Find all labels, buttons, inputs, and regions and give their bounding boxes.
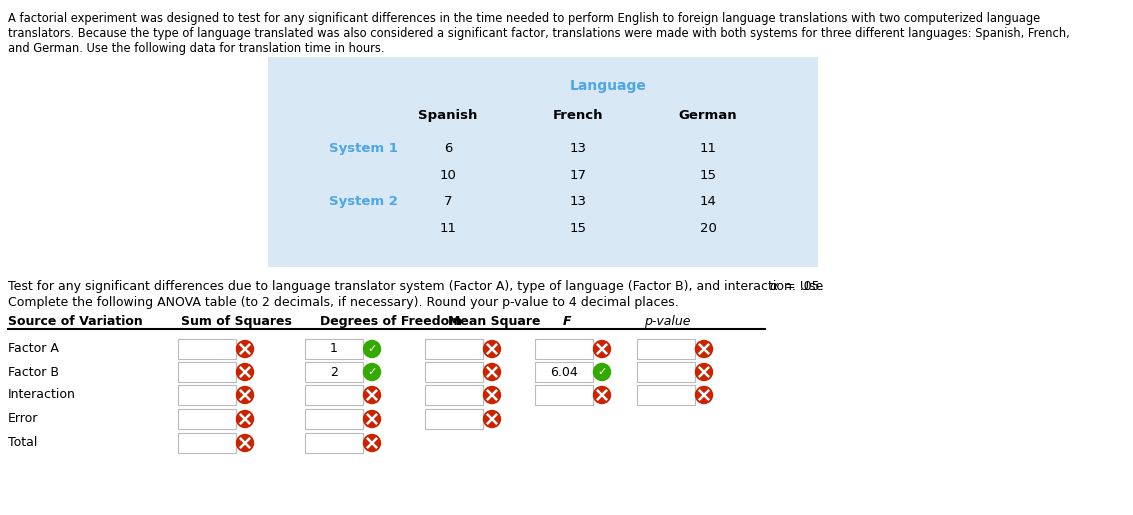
FancyBboxPatch shape <box>269 57 818 267</box>
FancyBboxPatch shape <box>305 362 363 382</box>
FancyBboxPatch shape <box>178 433 236 453</box>
Circle shape <box>484 386 501 403</box>
Circle shape <box>237 435 254 452</box>
Circle shape <box>364 410 381 427</box>
FancyBboxPatch shape <box>637 362 695 382</box>
Text: German: German <box>679 109 738 122</box>
Circle shape <box>364 364 381 381</box>
Circle shape <box>237 410 254 427</box>
Text: ✓: ✓ <box>367 367 376 377</box>
Text: 6: 6 <box>444 142 452 155</box>
Circle shape <box>364 340 381 357</box>
Text: 20: 20 <box>699 222 716 235</box>
Circle shape <box>696 364 713 381</box>
Text: Error: Error <box>8 413 39 425</box>
Text: Sum of Squares: Sum of Squares <box>181 315 292 328</box>
Text: Mean Square: Mean Square <box>448 315 540 328</box>
Text: Total: Total <box>8 437 37 450</box>
Text: and German. Use the following data for translation time in hours.: and German. Use the following data for t… <box>8 42 384 55</box>
Circle shape <box>237 340 254 357</box>
FancyBboxPatch shape <box>535 385 593 405</box>
Text: System 2: System 2 <box>329 195 398 208</box>
Circle shape <box>696 340 713 357</box>
Circle shape <box>237 364 254 381</box>
Text: 15: 15 <box>699 169 716 182</box>
FancyBboxPatch shape <box>535 339 593 359</box>
Text: 15: 15 <box>570 222 587 235</box>
FancyBboxPatch shape <box>305 385 363 405</box>
Text: 2: 2 <box>330 366 338 379</box>
FancyBboxPatch shape <box>637 385 695 405</box>
Text: Spanish: Spanish <box>418 109 478 122</box>
FancyBboxPatch shape <box>637 339 695 359</box>
Text: 11: 11 <box>440 222 457 235</box>
Text: Source of Variation: Source of Variation <box>8 315 143 328</box>
Text: F: F <box>563 315 571 328</box>
FancyBboxPatch shape <box>305 409 363 429</box>
Circle shape <box>364 386 381 403</box>
Text: Factor A: Factor A <box>8 342 59 355</box>
Text: 17: 17 <box>570 169 587 182</box>
Text: Degrees of Freedom: Degrees of Freedom <box>320 315 462 328</box>
FancyBboxPatch shape <box>178 362 236 382</box>
FancyBboxPatch shape <box>425 409 483 429</box>
Circle shape <box>594 364 611 381</box>
Text: 13: 13 <box>570 195 587 208</box>
FancyBboxPatch shape <box>425 385 483 405</box>
Text: ✓: ✓ <box>367 344 376 354</box>
Text: p-value: p-value <box>644 315 690 328</box>
Text: = .05.: = .05. <box>781 280 824 293</box>
FancyBboxPatch shape <box>535 362 593 382</box>
FancyBboxPatch shape <box>425 362 483 382</box>
Circle shape <box>594 386 611 403</box>
Text: Factor B: Factor B <box>8 366 59 379</box>
Text: 10: 10 <box>440 169 457 182</box>
Text: French: French <box>553 109 603 122</box>
Circle shape <box>484 340 501 357</box>
FancyBboxPatch shape <box>178 385 236 405</box>
Text: Test for any significant differences due to language translator system (Factor A: Test for any significant differences due… <box>8 280 827 293</box>
Text: 13: 13 <box>570 142 587 155</box>
Text: 7: 7 <box>444 195 452 208</box>
FancyBboxPatch shape <box>305 339 363 359</box>
Circle shape <box>594 340 611 357</box>
FancyBboxPatch shape <box>425 339 483 359</box>
FancyBboxPatch shape <box>178 339 236 359</box>
Text: Language: Language <box>570 79 647 93</box>
Text: 14: 14 <box>699 195 716 208</box>
Text: ✓: ✓ <box>597 367 606 377</box>
Circle shape <box>364 435 381 452</box>
Circle shape <box>484 410 501 427</box>
Circle shape <box>484 364 501 381</box>
Text: $\alpha$: $\alpha$ <box>769 280 780 293</box>
Text: translators. Because the type of language translated was also considered a signi: translators. Because the type of languag… <box>8 27 1070 40</box>
Circle shape <box>696 386 713 403</box>
Text: A factorial experiment was designed to test for any significant differences in t: A factorial experiment was designed to t… <box>8 12 1040 25</box>
FancyBboxPatch shape <box>178 409 236 429</box>
Text: Complete the following ANOVA table (to 2 decimals, if necessary). Round your p-v: Complete the following ANOVA table (to 2… <box>8 296 679 309</box>
FancyBboxPatch shape <box>305 433 363 453</box>
Text: 1: 1 <box>330 342 338 355</box>
Text: Interaction: Interaction <box>8 388 76 402</box>
Circle shape <box>237 386 254 403</box>
Text: 11: 11 <box>699 142 716 155</box>
Text: 6.04: 6.04 <box>551 366 578 379</box>
Text: System 1: System 1 <box>329 142 398 155</box>
